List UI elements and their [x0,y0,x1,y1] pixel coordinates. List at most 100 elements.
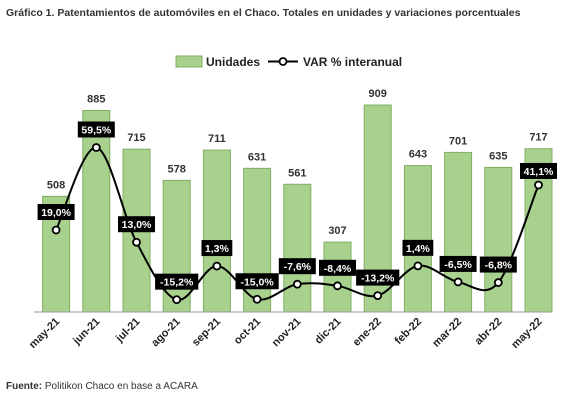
var-marker-nov-21 [292,279,302,289]
var-marker-feb-22 [413,261,423,271]
var-label-box-abr-22 [479,256,517,273]
legend-label-var: VAR % interanual [303,55,402,69]
var-marker-jul-21 [132,237,141,247]
var-label-jul-21: 13,0% [118,216,155,233]
var-label-box-nov-21 [278,258,316,275]
var-label-dic-21: -8,4% [319,259,356,276]
x-tick-dic-21: dic-21 [313,316,344,347]
var-label-text-ene-22: -13,2% [361,273,395,285]
x-tick-nov-21: nov-21 [270,316,304,350]
bar-value-label-mar-22: 701 [449,135,467,147]
legend-marker-var [278,57,288,66]
var-label-may-22: 41,1% [520,162,557,179]
bar-value-label-dic-21: 307 [328,225,346,237]
bar-value-label-ago-21: 578 [168,163,186,175]
var-label-box-jul-21 [118,216,155,233]
bar-value-labels: 508 885 715 578 711 631 561 307 909 643 701 635 717 [47,88,548,237]
var-marker-abr-22 [493,278,503,287]
var-label-box-oct-21 [235,273,279,290]
var-label-box-jun-21 [77,121,115,138]
bar-mar-22 [444,151,473,313]
bar-value-label-jun-21: 885 [87,93,105,105]
bar-value-label-jul-21: 715 [127,132,145,144]
var-marker-oct-21 [252,294,262,304]
var-label-text-mar-22: -6,5% [444,259,472,271]
chart-title: Gráfico 1. Patentamientos de automóviles… [6,7,521,19]
var-label-ago-21: -15,2% [155,273,199,290]
bar-value-label-nov-21: 561 [288,167,306,179]
var-label-sep-21: 1,3% [201,240,233,257]
legend: Unidades VAR % interanual [175,55,402,69]
var-label-text-jun-21: 59,5% [81,124,111,136]
var-label-mar-22: -6,5% [439,255,477,272]
var-label-box-mar-22 [439,255,477,272]
var-label-box-sep-21 [201,240,233,257]
bar-oct-21 [243,167,272,313]
var-label-jun-21: 59,5% [77,121,115,138]
x-tick-may-21: may-21 [27,316,62,351]
var-label-text-may-21: 19,0% [41,207,71,219]
var-label-nov-21: -7,6% [278,258,316,275]
var-label-text-ago-21: -15,2% [160,277,194,289]
x-tick-jun-21: jun-21 [70,316,102,348]
var-label-feb-22: 1,4% [402,239,434,256]
source-label: Fuente: [6,381,43,392]
var-label-box-ago-21 [155,273,199,290]
bar-sep-21 [202,149,231,313]
var-marker-sep-21 [212,261,222,271]
x-tick-ago-21: ago-21 [149,316,183,350]
var-label-box-feb-22 [402,239,434,256]
source-text: Politikon Chaco en base a ACARA [42,381,198,392]
bar-value-label-feb-22: 643 [409,149,427,161]
var-label-oct-21: -15,0% [235,273,279,290]
bar-nov-21 [283,183,312,313]
x-tick-mar-22: mar-22 [430,316,464,350]
var-marker-mar-22 [453,277,463,287]
x-tick-jul-21: jul-21 [113,316,143,346]
x-tick-oct-21: oct-21 [232,316,263,347]
var-label-text-feb-22: 1,4% [406,243,431,255]
var-label-text-may-22: 41,1% [524,166,554,178]
x-tick-may-22: may-22 [509,316,544,351]
var-label-text-oct-21: -15,0% [240,276,274,288]
bar-jun-21 [82,109,111,313]
var-label-box-may-22 [520,162,557,179]
var-label-box-may-21 [37,203,75,220]
x-tick-feb-22: feb-22 [393,316,424,347]
var-label-box-dic-21 [319,259,356,276]
var-label-ene-22: -13,2% [356,269,400,286]
bar-value-label-sep-21: 711 [208,133,226,145]
var-label-may-21: 19,0% [37,203,75,220]
bar-value-label-oct-21: 631 [248,151,266,163]
x-tick-sep-21: sep-21 [190,316,223,349]
var-marker-dic-21 [333,281,342,291]
bar-ago-21 [162,179,191,313]
legend-swatch-unidades [175,55,203,68]
var-marker-ene-22 [373,291,383,300]
bar-value-label-abr-22: 635 [489,150,507,162]
x-tick-labels: may-21 jun-21 jul-21 ago-21 sep-21 oct-21 nov-… [27,316,545,351]
pct-labels-group: 19,0% 59,5% 13,0% -15,2% 1,3% -15,0% -7,6% -8,4… [37,121,557,290]
bar-abr-22 [484,166,513,313]
line-series-group [51,143,543,305]
var-label-abr-22: -6,8% [479,256,517,273]
bar-value-label-may-22: 717 [529,132,547,144]
var-label-text-jul-21: 13,0% [122,219,152,231]
bar-value-label-ene-22: 909 [369,88,387,100]
var-label-text-abr-22: -6,8% [485,260,513,272]
bar-feb-22 [403,165,432,313]
source-note: Fuente: Politikon Chaco en base a ACARA [6,381,198,392]
var-marker-may-21 [51,225,61,235]
bar-value-label-may-21: 508 [47,179,65,191]
var-label-text-dic-21: -8,4% [324,263,352,275]
var-marker-may-22 [534,180,543,190]
var-label-text-nov-21: -7,6% [284,261,312,273]
legend-label-unidades: Unidades [206,55,260,69]
x-tick-ene-22: ene-22 [351,316,384,349]
x-tick-abr-22: abr-22 [473,316,505,348]
var-marker-jun-21 [91,143,101,152]
bar-dic-21 [323,241,352,313]
var-marker-ago-21 [172,295,182,305]
var-label-box-ene-22 [356,269,400,286]
